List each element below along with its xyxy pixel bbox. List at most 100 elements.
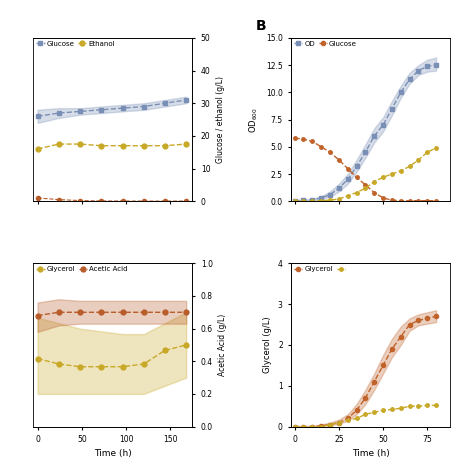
OD (416, 68, 421, 73)
Glycerol (372, 379, 377, 384)
Y-axis label: Glucose / ethanol (g/L): Glucose / ethanol (g/L) (216, 76, 225, 163)
Glycerol (310, 424, 315, 429)
Ethanol (292, 199, 298, 204)
Acetic Acid (183, 310, 189, 315)
Ethanol (310, 199, 315, 204)
Ethanol (416, 157, 421, 163)
Glycerol (433, 313, 439, 319)
Glucose (301, 137, 306, 142)
Glucose (407, 198, 412, 203)
Ethanol (119, 143, 125, 148)
Glycerol (336, 419, 342, 425)
Ethanol (141, 143, 146, 148)
Line: Glycerol: Glycerol (35, 343, 189, 369)
Ethanol (372, 179, 377, 184)
Glucose (327, 149, 333, 155)
Glucose (363, 182, 368, 188)
OD (345, 177, 351, 182)
Glycerol (301, 424, 306, 429)
Ethanol (319, 198, 324, 203)
Ethanol (380, 174, 386, 180)
Y-axis label: Acetic Acid (g/L): Acetic Acid (g/L) (219, 314, 228, 376)
Glycerol (119, 364, 125, 370)
Glucose (310, 138, 315, 144)
OD (336, 185, 342, 191)
Line: Ethanol: Ethanol (293, 146, 438, 203)
OD (301, 198, 306, 203)
Line: Glycerol: Glycerol (292, 314, 438, 428)
Glycerol (407, 322, 412, 328)
Glycerol (363, 395, 368, 401)
Glucose (398, 198, 404, 203)
Ethanol (301, 199, 306, 204)
Legend: OD, Glucose: OD, Glucose (292, 38, 360, 50)
Ethanol (433, 145, 439, 151)
OD (372, 133, 377, 139)
Glucose (416, 198, 421, 203)
OD (292, 198, 298, 203)
Glycerol (389, 346, 395, 352)
Glucose (35, 113, 40, 119)
Y-axis label: OD$_{600}$: OD$_{600}$ (248, 107, 260, 133)
Legend: Glycerol, Acetic Acid: Glycerol, Acetic Acid (34, 264, 130, 275)
Legend: Glycerol, : Glycerol, (292, 264, 350, 275)
Ethanol (99, 143, 104, 148)
Glycerol (327, 422, 333, 428)
Ethanol (345, 193, 351, 199)
Acetic Acid (56, 310, 62, 315)
OD (424, 64, 430, 69)
Acetic Acid (35, 313, 40, 319)
Acetic Acid (162, 310, 168, 315)
Ethanol (162, 143, 168, 148)
Ethanol (77, 141, 83, 147)
Ethanol (35, 146, 40, 152)
Glucose (119, 105, 125, 111)
X-axis label: Time (h): Time (h) (94, 449, 132, 458)
Glucose (141, 104, 146, 109)
Ethanol (424, 149, 430, 155)
Ethanol (389, 171, 395, 177)
Glycerol (141, 361, 146, 367)
Line: Glucose: Glucose (35, 98, 189, 119)
Ethanol (398, 168, 404, 173)
Acetic Acid (77, 310, 83, 315)
Glucose (319, 144, 324, 150)
OD (354, 164, 359, 169)
Glucose (345, 166, 351, 172)
OD (327, 192, 333, 198)
OD (310, 197, 315, 202)
Glycerol (292, 424, 298, 429)
Glycerol (35, 356, 40, 361)
Line: Acetic Acid: Acetic Acid (35, 310, 189, 318)
Ethanol (56, 141, 62, 147)
Line: Glucose: Glucose (293, 137, 438, 202)
Ethanol (354, 190, 359, 195)
OD (389, 106, 395, 111)
Ethanol (363, 185, 368, 191)
Line: OD: OD (292, 63, 438, 203)
Glycerol (424, 316, 430, 321)
Glycerol (398, 334, 404, 340)
Glucose (433, 198, 439, 203)
OD (433, 62, 439, 68)
Y-axis label: Glycerol (g/L): Glycerol (g/L) (264, 317, 273, 373)
Glycerol (99, 364, 104, 370)
OD (319, 195, 324, 201)
Acetic Acid (141, 310, 146, 315)
Ethanol (327, 197, 333, 203)
Glycerol (416, 318, 421, 323)
Legend: Glucose, Ethanol: Glucose, Ethanol (34, 38, 118, 50)
Glucose (183, 97, 189, 103)
Glycerol (319, 423, 324, 428)
Glycerol (354, 408, 359, 413)
Glucose (389, 197, 395, 203)
Glycerol (77, 364, 83, 370)
Ethanol (183, 141, 189, 147)
Glycerol (183, 342, 189, 348)
Glucose (99, 107, 104, 113)
Ethanol (407, 164, 412, 169)
Glucose (424, 198, 430, 203)
Glucose (380, 195, 386, 201)
OD (398, 90, 404, 95)
OD (363, 149, 368, 155)
